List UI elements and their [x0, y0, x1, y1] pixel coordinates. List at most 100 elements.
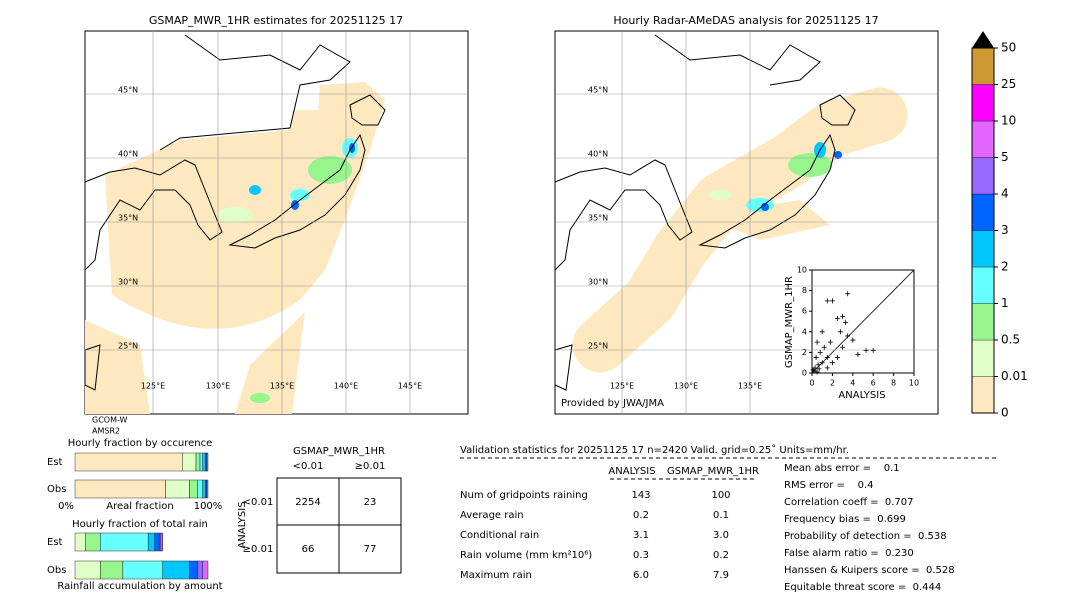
row-label: Average rain	[460, 510, 524, 521]
colorbar-segment	[971, 303, 995, 341]
point	[819, 360, 825, 366]
colorbar-label: 4	[1001, 187, 1009, 201]
score: RMS error = 0.4	[784, 480, 874, 491]
bar-segment	[74, 532, 86, 552]
point	[824, 355, 830, 361]
satellite: GCOM-W	[92, 416, 128, 425]
rain-area	[105, 82, 385, 329]
y-tick-label: 6	[802, 307, 807, 316]
bar-segment	[195, 452, 201, 472]
x-axis-label: Rainfall accumulation by amount	[57, 581, 222, 592]
col-label: GSMAP_MWR_1HR	[667, 466, 759, 477]
y-tick-label: 8	[802, 286, 807, 295]
map-title: GSMAP_MWR_1HR estimates for 20251125 17	[149, 14, 403, 27]
point	[824, 298, 830, 304]
row-label: <0.01	[243, 497, 274, 508]
cell: 0.3	[633, 550, 649, 561]
row-label: Num of gridpoints raining	[460, 490, 588, 501]
point	[829, 298, 835, 304]
colorbar-extend	[972, 31, 994, 48]
coastline	[654, 34, 821, 86]
coastline	[84, 94, 386, 391]
bar-segment	[197, 560, 203, 580]
cell: 23	[364, 497, 377, 508]
point	[814, 369, 820, 375]
cell: 66	[302, 544, 315, 555]
bar-segment	[159, 532, 163, 552]
cell: 0.2	[713, 550, 729, 561]
score: Correlation coeff = 0.707	[784, 497, 914, 508]
point	[835, 355, 840, 361]
y-tick-label: 2	[802, 348, 807, 357]
axis-min: 0%	[58, 501, 74, 512]
rain-patches	[708, 142, 842, 212]
colorbar-label: 10	[1001, 114, 1016, 128]
satellite: AMSR2	[92, 427, 120, 436]
colorbar-label: 5	[1001, 150, 1009, 164]
colorbar-segment	[971, 47, 995, 85]
bar-segment	[189, 479, 198, 499]
point	[824, 365, 830, 371]
bar-segment	[154, 532, 161, 552]
left-map	[84, 30, 469, 415]
bar-segment	[100, 532, 149, 552]
point	[813, 355, 819, 361]
cell: 2254	[295, 497, 320, 508]
colorbar-segment	[971, 193, 995, 231]
lat-label: 40°N	[588, 150, 608, 159]
coastline	[554, 94, 856, 391]
cell: 7.9	[713, 570, 729, 581]
row-label: Est	[47, 537, 63, 548]
bar-segment	[74, 479, 166, 499]
point	[815, 362, 821, 368]
lat-label: 35°N	[118, 214, 138, 223]
table-title: GSMAP_MWR_1HR	[293, 446, 385, 457]
point	[814, 339, 820, 345]
rain-area	[700, 200, 830, 240]
point	[845, 291, 851, 297]
lon-label: 130°E	[674, 382, 698, 391]
colorbar-label: 0.01	[1001, 369, 1028, 383]
lon-label: 125°E	[610, 382, 634, 391]
point	[838, 329, 844, 335]
cell: 0.2	[633, 510, 649, 521]
bar-segment	[147, 532, 155, 552]
point	[817, 349, 823, 355]
row-label: Rain volume (mm km²10⁶)	[460, 550, 592, 561]
bar-segment	[202, 479, 206, 499]
point	[840, 313, 846, 319]
col-label: ≥0.01	[355, 461, 386, 472]
cell: 3.0	[713, 530, 729, 541]
rain-area	[85, 312, 305, 414]
colorbar-segment	[971, 157, 995, 195]
bar-segment	[74, 560, 101, 580]
rain-patches	[217, 138, 358, 403]
colorbar-label: 3	[1001, 223, 1009, 237]
colorbar-segment	[971, 230, 995, 268]
diagonal	[811, 269, 915, 374]
colorbar-label: 25	[1001, 77, 1016, 91]
y-tick-label: 10	[797, 266, 807, 275]
score: Hanssen & Kuipers score = 0.528	[784, 565, 955, 576]
credit: Provided by JWA/JMA	[561, 398, 664, 409]
colorbar-segment	[971, 84, 995, 122]
lon-label: 125°E	[141, 382, 165, 391]
row-label: Obs	[47, 565, 66, 576]
colorbar-label: 1	[1001, 296, 1009, 310]
rows-title: ANALYSIS	[237, 501, 248, 548]
colorbar-label: 0	[1001, 406, 1009, 420]
cell: 0.1	[713, 510, 729, 521]
score: Frequency bias = 0.699	[784, 514, 906, 525]
lat-label: 25°N	[118, 342, 138, 351]
coastline	[228, 133, 366, 249]
bar-segment	[122, 560, 163, 580]
colorbar-segment	[971, 376, 995, 414]
bar-segment	[189, 560, 198, 580]
lat-label: 40°N	[118, 150, 138, 159]
y-tick-label: 0	[802, 369, 807, 378]
x-tick-label: 6	[871, 379, 876, 388]
x-tick-label: 2	[830, 379, 835, 388]
cell: 3.1	[633, 530, 649, 541]
bar-segment	[100, 560, 124, 580]
